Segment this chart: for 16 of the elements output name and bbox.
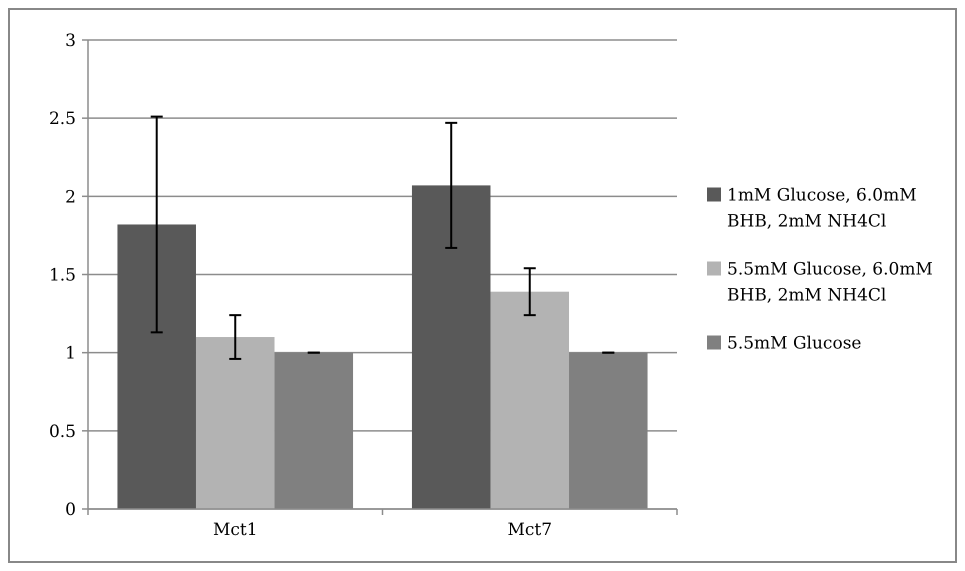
y-tick-label: 0 xyxy=(65,500,76,520)
bar xyxy=(412,185,490,509)
x-tick-label: Mct7 xyxy=(507,520,552,540)
bar xyxy=(196,337,275,509)
y-tick-label: 1 xyxy=(65,344,76,364)
y-tick-label: 3 xyxy=(65,30,76,51)
x-tick-label: Mct1 xyxy=(212,520,258,540)
y-tick-label: 0.5 xyxy=(48,422,76,442)
y-tick-label: 2.5 xyxy=(48,109,76,130)
y-tick-label: 1.5 xyxy=(48,265,76,286)
legend-label: 5.5mM Glucose, 6.0mM BHB, 2mM NH4Cl xyxy=(727,260,933,306)
legend-label: 5.5mM Glucose xyxy=(727,334,862,354)
bar xyxy=(490,292,570,509)
bar xyxy=(117,224,196,509)
y-tick-label: 2 xyxy=(65,187,76,208)
legend-label: 1mM Glucose, 6.0mM BHB, 2mM NH4Cl xyxy=(727,186,917,232)
